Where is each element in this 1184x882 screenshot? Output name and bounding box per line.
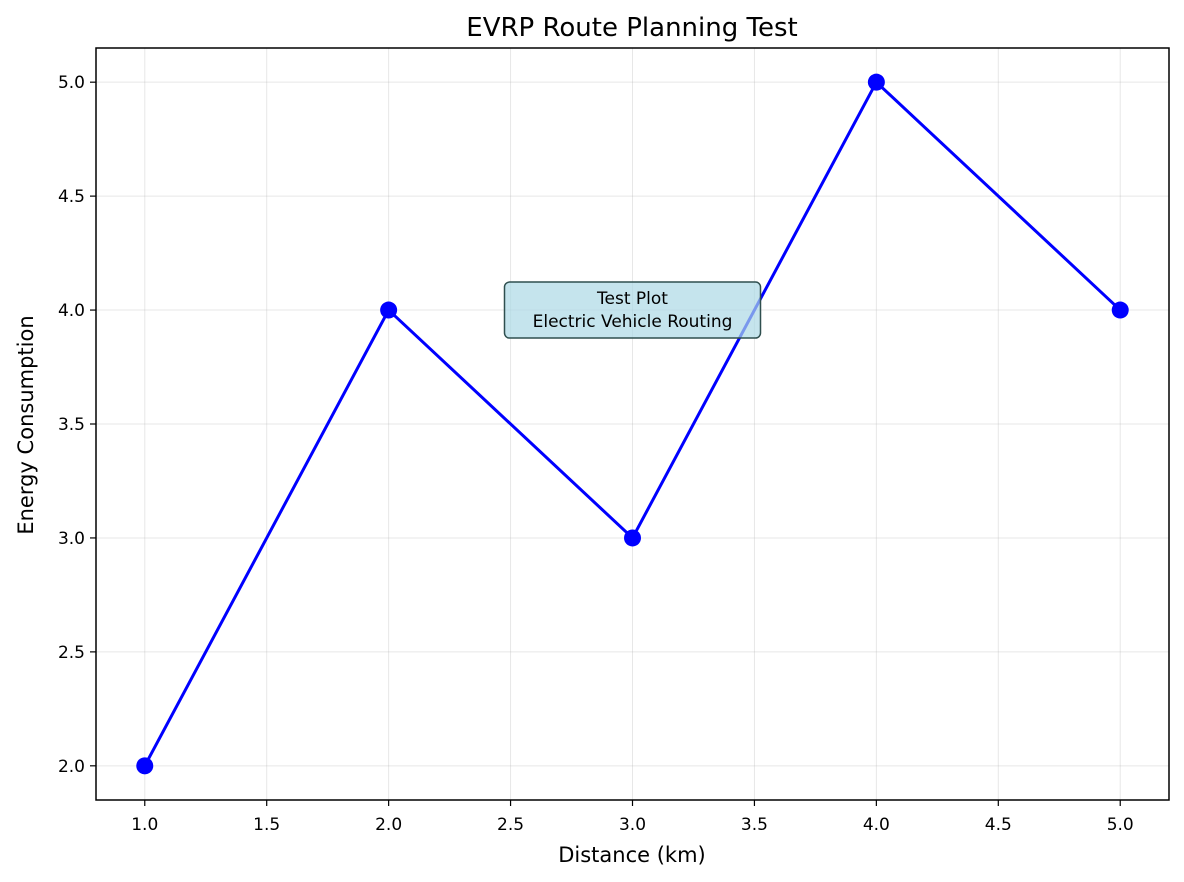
y-tick-label: 4.5 [58,187,85,207]
x-tick-label: 5.0 [1107,815,1134,835]
y-tick-label: 4.0 [58,301,85,321]
x-tick-label: 4.0 [863,815,890,835]
data-point [380,301,398,319]
annotation-box [503,281,762,339]
series-layer [136,73,1129,775]
annotation-text: Test Plot [596,289,668,309]
x-tick-label: 2.0 [375,815,402,835]
data-point [136,757,154,775]
y-tick-label: 3.5 [58,415,85,435]
y-tick-label: 3.0 [58,529,85,549]
y-tick-label: 2.0 [58,757,85,777]
x-tick-label: 3.5 [741,815,768,835]
x-tick-label: 2.5 [497,815,524,835]
annotation: Test Plot Electric Vehicle Routing [503,281,762,339]
x-tick-label: 3.0 [619,815,646,835]
y-tick-label: 5.0 [58,73,85,93]
annotation-text: Electric Vehicle Routing [533,312,733,332]
chart-title: EVRP Route Planning Test [466,13,797,43]
x-tick-label: 1.0 [131,815,158,835]
data-point [624,529,641,547]
y-axis-label: Energy Consumption [14,315,38,534]
y-tick-label: 2.5 [58,643,85,663]
x-axis-label: Distance (km) [558,843,706,867]
data-point [867,73,885,91]
x-tick-label: 1.5 [253,815,280,835]
x-tick-label: 4.5 [985,815,1012,835]
data-point [1111,301,1129,319]
ticks: 1.0 1.5 2.0 2.5 3.0 3.5 4.0 4.5 5.0 2.0 2.5 3.0 3.5 4… [58,73,1134,835]
